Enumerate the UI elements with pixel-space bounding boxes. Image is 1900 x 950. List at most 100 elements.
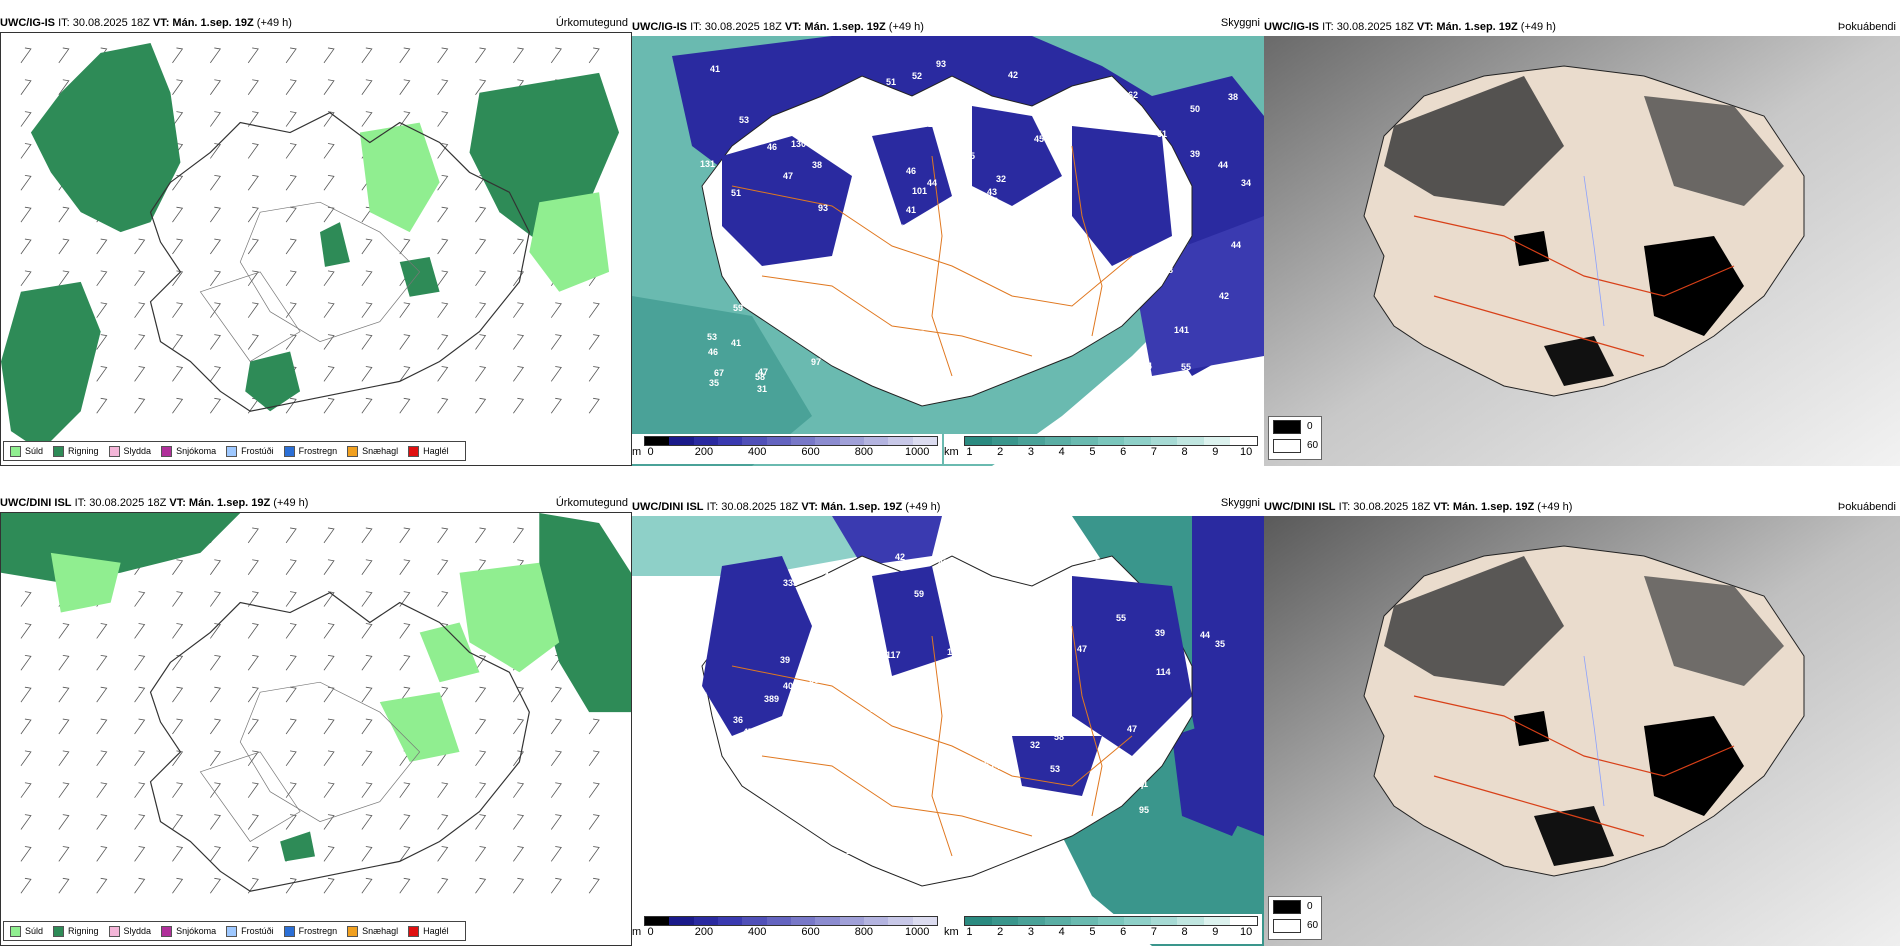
visibility-map[interactable]: 62 55 41 55 35 66 58 52 39 47 36 32 53 42 39 42 95 55 76 50… — [632, 516, 1264, 946]
colorbar-step — [888, 917, 913, 925]
wind-barb — [323, 846, 335, 862]
wind-barb — [323, 877, 335, 894]
visibility-value-label: 52 — [923, 119, 933, 129]
colorbar-step — [1177, 437, 1204, 445]
visibility-map[interactable]: 55 51 50 50 45 47 50 35 41 40 46 47 52 32 49 53 52 34 121 3… — [632, 36, 1264, 466]
visibility-value-label: 130 — [791, 139, 806, 149]
visibility-value-label: 46 — [906, 166, 916, 176]
colorbar-step — [839, 437, 864, 445]
wind-barb — [96, 334, 108, 350]
fog-map[interactable]: 0 60 — [1264, 36, 1900, 466]
colorbar-step — [888, 437, 913, 445]
wind-barb — [475, 877, 487, 894]
colorbar-step — [1044, 917, 1072, 925]
wind-barb — [247, 143, 259, 159]
visibility-value-label: 88 — [743, 734, 753, 744]
fog-legend: 0 60 — [1268, 416, 1322, 460]
visibility-value-label: 58 — [793, 740, 803, 750]
scale-tick-label: 1 — [966, 926, 973, 938]
colorbar-step — [965, 437, 992, 445]
visibility-value-label: 45 — [978, 812, 988, 822]
valid-time: Mán. 1.sep. 19Z — [804, 21, 886, 33]
visibility-value-label: 40 — [783, 681, 793, 691]
visibility-value-label: 52 — [798, 776, 808, 786]
scale-tick-label: 200 — [694, 926, 714, 938]
wind-barb — [96, 302, 108, 318]
wind-barb — [475, 397, 487, 414]
wind-barb — [247, 238, 259, 255]
visibility-value-label: 103 — [813, 294, 828, 304]
wind-barb — [210, 686, 221, 703]
colorbar-step — [1124, 917, 1151, 925]
wind-barb — [323, 654, 335, 671]
wind-barb — [475, 559, 487, 575]
visibility-value-label: 93 — [818, 203, 828, 213]
visibility-value-label: 38 — [977, 681, 987, 691]
wind-barb — [550, 750, 562, 767]
wind-barb — [475, 238, 487, 255]
wind-barb — [285, 79, 297, 95]
precip-map[interactable]: Súld Rigning Slydda Snjókoma Frostúði Fr… — [0, 512, 632, 946]
scale-tick-label: 200 — [694, 446, 714, 458]
parameter-name: Skyggni — [1220, 18, 1260, 29]
wind-barb — [437, 143, 449, 159]
wind-barb — [475, 366, 487, 382]
wind-barb — [247, 686, 259, 703]
init-time: IT: 30.08.2025 18Z — [1338, 501, 1431, 513]
wind-barb — [588, 397, 600, 414]
colorbar-step — [912, 437, 937, 445]
wind-barb — [96, 686, 108, 703]
colorbar-step — [693, 437, 718, 445]
wind-barb — [247, 559, 259, 575]
scale-tick-label: 600 — [801, 926, 820, 938]
wind-barb — [399, 559, 411, 575]
legend-swatch — [408, 445, 420, 457]
precip-map[interactable]: Súld Rigning Slydda Snjókoma Frostúði Fr… — [0, 32, 632, 466]
wind-barb — [247, 877, 259, 894]
wind-barb — [550, 877, 562, 894]
wind-barb — [58, 623, 70, 639]
visibility-value-label: 66 — [911, 700, 921, 710]
visibility-value-label: 39 — [1039, 621, 1049, 631]
visibility-value-label: 51 — [1157, 129, 1167, 139]
wind-barb — [210, 334, 221, 350]
wind-barb — [96, 654, 108, 671]
visibility-value-label: 39 — [916, 857, 926, 867]
elevation-ticks: 0 200 400 600 800 1000 — [632, 926, 942, 942]
wind-barb — [210, 143, 221, 159]
visibility-value-label: 42 — [1219, 291, 1229, 301]
wind-barb — [134, 238, 146, 255]
scale-tick-label: 2 — [997, 926, 1004, 938]
precip-type-legend: Súld Rigning Slydda Snjókoma Frostúði Fr… — [3, 921, 466, 941]
wind-barb — [437, 206, 449, 223]
visibility-value-label: 33 — [698, 715, 708, 725]
wind-barb — [285, 206, 297, 223]
wind-barb — [550, 334, 562, 350]
wind-barb — [361, 814, 373, 830]
wind-barb — [285, 686, 297, 703]
wind-barb — [172, 877, 184, 894]
precip-type-panel-2: UWC/DINI ISL IT: 30.08.2025 18Z VT: Mán.… — [0, 494, 632, 946]
wind-barb — [513, 47, 525, 64]
visibility-value-label: 117 — [886, 650, 901, 660]
colorbar-step — [1044, 437, 1072, 445]
wind-barb — [361, 623, 373, 639]
wind-barb — [513, 270, 525, 287]
visibility-value-label: 44 — [1218, 160, 1228, 170]
fog-legend-row: 60 — [1269, 916, 1321, 935]
colorbar-step — [766, 437, 791, 445]
colorbar-step — [1150, 917, 1178, 925]
wind-barb — [323, 174, 335, 191]
visibility-value-label: 141 — [1174, 325, 1189, 335]
visibility-value-label: 51 — [731, 188, 741, 198]
wind-barb — [361, 111, 373, 127]
wind-barb — [588, 366, 600, 382]
visibility-value-label: 51 — [886, 77, 896, 87]
elevation-scale: m 0 200 400 600 800 1000 — [632, 914, 942, 944]
wind-barb — [437, 79, 449, 95]
fog-map[interactable]: 0 60 — [1264, 516, 1900, 946]
scale-tick-label: 400 — [748, 446, 767, 458]
wind-barb — [285, 877, 297, 894]
wind-barb — [247, 782, 259, 798]
wind-barb — [210, 302, 221, 318]
